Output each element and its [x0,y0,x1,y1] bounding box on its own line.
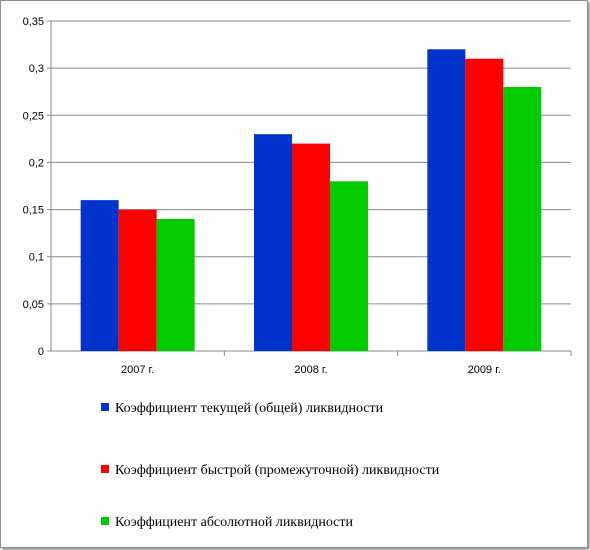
legend-item-absolute: Коэффициент абсолютной ликвидности [101,515,353,531]
y-tick-label: 0,2 [29,157,44,169]
bar [503,87,542,351]
y-tick-label: 0,1 [29,252,44,264]
x-tick-label: 2007 г. [121,364,154,376]
bar [156,219,195,351]
legend-swatch-current [101,403,109,411]
y-tick-label: 0,15 [23,205,44,217]
legend-item-current: Коэффициент текущей (общей) ликвидности [101,401,383,417]
legend-swatch-absolute [101,517,109,525]
x-tick-label: 2009 г. [468,364,501,376]
legend-swatch-quick [101,465,109,473]
bar [330,181,368,351]
y-tick-label: 0,35 [23,16,44,28]
bar [80,200,119,351]
bar [427,49,466,352]
y-tick-label: 0 [38,346,44,358]
x-tick-label: 2008 г. [294,364,327,376]
bar [465,58,504,351]
legend-label-absolute: Коэффициент абсолютной ликвидности [115,515,353,530]
y-tick-label: 0,3 [29,63,44,75]
legend-label-current: Коэффициент текущей (общей) ликвидности [115,401,384,416]
legend-label-quick: Коэффициент быстрой (промежуточной) ликв… [115,463,440,478]
y-tick-label: 0,05 [23,299,44,311]
bar [292,143,330,351]
legend-item-quick: Коэффициент быстрой (промежуточной) ликв… [101,463,439,479]
y-tick-label: 0,25 [23,110,44,122]
bar [118,209,157,351]
bar [254,134,292,351]
